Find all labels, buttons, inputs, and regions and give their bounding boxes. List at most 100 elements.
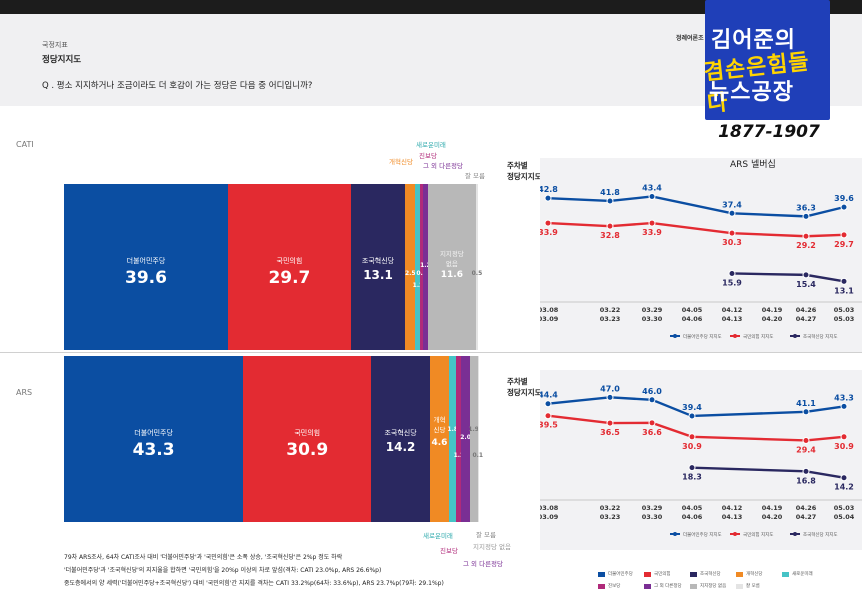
- line-value-label: 30.9: [682, 442, 702, 451]
- x-tick-label: 04.12: [722, 504, 743, 512]
- cati-stacked-bar: 더불어민주당 39.6 국민의힘 29.7 조국혁신당 13.1 2.5 1.2 0.6 1.2 지…: [64, 184, 482, 350]
- row-divider: [0, 352, 862, 353]
- line-value-label: 33.9: [540, 228, 558, 237]
- x-tick-label: 04.06: [682, 315, 703, 323]
- line-series: [731, 272, 845, 283]
- x-tick-label: 03.23: [600, 513, 621, 521]
- line-point: [688, 412, 696, 420]
- callout-other-ars: 그 외 다른정당: [463, 560, 504, 568]
- line-value-label: 15.9: [722, 278, 742, 287]
- line-point: [648, 192, 656, 200]
- x-tick-label: 04.27: [796, 513, 817, 521]
- line-value-label: 29.2: [796, 241, 816, 250]
- bar-segment-name: 조국혁신당: [361, 257, 395, 265]
- line-value-label: 36.5: [600, 428, 620, 437]
- bar-segment-reform: 개혁 신당 4.6: [429, 356, 449, 522]
- legend-marker: [733, 532, 737, 536]
- line-point: [728, 229, 736, 237]
- line-point: [544, 194, 552, 202]
- callout-none-ars: 지지정당 없음: [473, 543, 511, 551]
- line-value-label: 13.1: [834, 286, 854, 295]
- footnote-2: '더불어민주당'과 '조국혁신당'의 지지율을 합하면 '국민의힘'을 20%p…: [64, 567, 382, 574]
- line-value-label: 16.8: [796, 476, 816, 485]
- x-tick-label: 04.13: [722, 315, 743, 323]
- line-value-label: 36.6: [642, 428, 662, 437]
- legend-marker: [673, 532, 677, 536]
- legend-swatch: [782, 571, 789, 577]
- bar-segment-saemirae: [415, 184, 421, 350]
- bar-segment-democratic: 더불어민주당 39.6: [64, 184, 228, 350]
- bar-segment-name: 개혁 신당: [433, 416, 446, 434]
- x-tick-label: 04.20: [762, 315, 783, 323]
- legend-text: 더불어민주당: [608, 572, 633, 577]
- line-point: [802, 436, 810, 444]
- line-value-label: 37.4: [722, 200, 742, 209]
- bar-segment-rebuilding: 조국혁신당 14.2: [371, 356, 430, 522]
- line-value-label: 32.8: [600, 231, 620, 240]
- ars-stacked-bar: 더불어민주당 43.3 국민의힘 30.9 조국혁신당 14.2 개혁 신당 4.6 1.8 1.…: [64, 356, 483, 522]
- page-title: 정당지지도: [42, 55, 82, 65]
- line-point: [728, 269, 736, 277]
- legend-marker: [733, 334, 737, 338]
- line-point: [840, 433, 848, 441]
- bar-value-label: 0.6: [416, 270, 427, 277]
- x-tick-label: 03.09: [540, 513, 559, 521]
- weekly-line-chart-cati: 42.8 41.8 43.4 37.4 36.3 39.6 33.9 32.8 33.9 30.3…: [538, 183, 862, 340]
- bar-value-label: 0.1: [472, 452, 484, 459]
- row-label-ars: ARS: [16, 388, 33, 397]
- legend-marker: [793, 532, 797, 536]
- legend-label: 국민의힘 지지도: [743, 531, 773, 538]
- line-value-label: 15.4: [796, 280, 816, 289]
- weekly-title-line1: 주차별: [507, 161, 528, 170]
- callout-reform-cati: 개혁신당: [389, 158, 413, 166]
- weekly-title-cati: 주차별 정당지지도: [507, 160, 542, 182]
- bar-value-label: 4.6: [431, 438, 448, 448]
- bar-value-label: 2.0: [460, 434, 471, 441]
- line-point: [802, 232, 810, 240]
- legend-label: 조국혁신당 지지도: [803, 333, 838, 340]
- line-point: [688, 433, 696, 441]
- line-point: [840, 277, 848, 285]
- line-point: [544, 412, 552, 420]
- weekly-title-line2: 정당지지도: [507, 172, 542, 181]
- x-tick-label: 04.05: [682, 306, 703, 314]
- bar-segment-name: 더불어민주당: [126, 257, 166, 265]
- bar-segment-progressive: [420, 184, 423, 350]
- line-value-label: 18.3: [682, 473, 702, 482]
- legend-swatch: [736, 583, 743, 589]
- line-value-label: 44.4: [540, 391, 558, 400]
- line-value-label: 29.4: [796, 445, 816, 454]
- callout-dontknow-cati: 잘 모름: [465, 172, 486, 180]
- bar-segment-ppp: 국민의힘 30.9: [243, 356, 372, 522]
- logo-line1: 김어준의: [711, 28, 796, 53]
- bar-value-label: 1.2: [453, 452, 465, 459]
- callout-progressive-ars: 진보당: [440, 547, 458, 555]
- legend-item: 잘 모름: [736, 583, 760, 589]
- bar-segment-name: 더불어민주당: [134, 429, 173, 437]
- line-value-label: 39.6: [834, 194, 854, 203]
- bar-segment-saemirae: [449, 356, 457, 522]
- x-tick-label: 05.03: [834, 504, 855, 512]
- source-label: 정례여론조: [676, 35, 704, 42]
- legend-item: 새로운미래: [782, 571, 813, 577]
- legend-label: 조국혁신당 지지도: [803, 531, 838, 538]
- legend-text: 진보당: [608, 584, 621, 589]
- bar-segment-progressive: [456, 356, 462, 522]
- weekly-line-chart-ars: 44.4 47.0 46.0 39.4 41.1 43.3 39.5 36.5 36.6 30.9…: [538, 384, 862, 538]
- x-tick-label: 05.03: [834, 306, 855, 314]
- row-label-cati: CATI: [16, 140, 34, 149]
- footnote-1: 79차 ARS조사, 64차 CATI조사 대비 '더불어민주당'과 '국민의힘…: [64, 554, 343, 561]
- section-label: 국정지표: [42, 41, 68, 49]
- line-value-label: 42.8: [540, 185, 558, 194]
- bar-segment-none: 지지정당 없음 11.6: [427, 184, 476, 350]
- x-tick-label: 03.30: [642, 315, 663, 323]
- x-tick-label: 04.26: [796, 504, 817, 512]
- watermark-logo: 김어준의 겸손은힘들다 뉴스공장 1877-1907: [703, 0, 830, 158]
- legend-swatch: [644, 583, 651, 589]
- line-point: [544, 400, 552, 408]
- line-point: [544, 219, 552, 227]
- bar-value-label: 0.5: [471, 270, 483, 277]
- line-point: [728, 209, 736, 217]
- legend-marker: [673, 334, 677, 338]
- line-series: [547, 195, 845, 218]
